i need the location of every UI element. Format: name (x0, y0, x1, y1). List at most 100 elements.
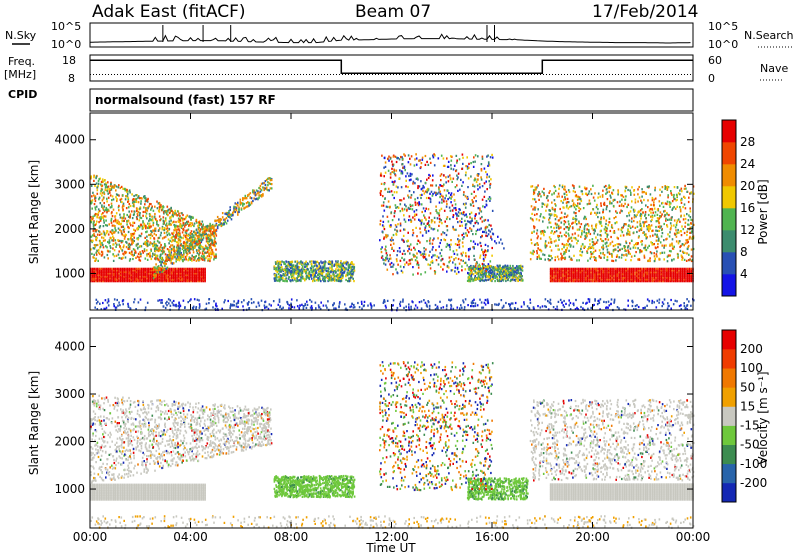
power-cell-1470 (94, 206, 96, 208)
power-cell-892 (246, 197, 248, 199)
power-cell-3993 (678, 192, 680, 194)
power-cell-4142 (552, 207, 554, 209)
power-cell-3272 (654, 208, 656, 210)
power-cell-2251 (102, 181, 104, 183)
power-cell-3858 (684, 215, 686, 217)
power-cell-3152 (686, 213, 688, 215)
power-cell-4583 (342, 263, 344, 265)
power-cell-683 (180, 252, 182, 254)
power-cell-503 (187, 268, 189, 270)
power-cell-3771 (631, 240, 633, 242)
power-cell-2035 (106, 232, 108, 234)
power-cell-2261 (214, 239, 216, 241)
power-cell-1519 (126, 246, 128, 248)
power-cell-3073 (652, 235, 654, 237)
power-cell-1558 (118, 184, 120, 186)
power-cell-3511 (559, 235, 561, 237)
power-cell-3123 (583, 207, 585, 209)
power-cell-3643 (681, 234, 683, 236)
power-cell-1520 (117, 239, 119, 241)
power-cell-4795 (278, 276, 280, 278)
power-cell-4008 (684, 232, 686, 234)
power-cell-3988 (686, 260, 688, 262)
power-cell-4024 (684, 226, 686, 228)
power-cell-2733 (627, 268, 629, 270)
power-cell-2084 (91, 208, 93, 210)
power-cell-4229 (682, 257, 684, 259)
power-cell-1960 (152, 219, 154, 221)
power-cell-1788 (112, 230, 114, 232)
power-cell-3476 (605, 193, 607, 195)
power-cell-2175 (107, 190, 109, 192)
power-cell-4128 (554, 186, 556, 188)
power-cell-2227 (198, 249, 200, 251)
power-cell-1761 (177, 259, 179, 261)
power-cell-2138 (111, 186, 113, 188)
power-cell-3962 (560, 253, 562, 255)
power-cell-2324 (122, 194, 124, 196)
power-cell-1069 (168, 238, 170, 240)
power-cell-3893 (673, 224, 675, 226)
power-cell-3135 (577, 229, 579, 231)
power-cell-3136 (568, 223, 570, 225)
power-cell-3549 (663, 247, 665, 249)
power-cell-3493 (642, 212, 644, 214)
power-cell-3354 (659, 200, 661, 202)
power-cell-3611 (610, 236, 612, 238)
power-cell-1667 (209, 255, 211, 257)
power-cell-4802 (276, 271, 278, 273)
power-cell-2837 (650, 268, 652, 270)
power-cell-2517 (580, 268, 582, 270)
power-cell-867 (238, 211, 240, 213)
power-cell-2366 (93, 221, 95, 223)
power-cell-4868 (304, 266, 306, 268)
power-cell-4031 (687, 231, 689, 233)
power-cell-4845 (285, 269, 287, 271)
power-cell-3640 (563, 253, 565, 255)
power-cell-3976 (636, 214, 638, 216)
power-cell-3570 (673, 194, 675, 196)
power-cell-3460 (657, 217, 659, 219)
power-cell-1455 (138, 256, 140, 258)
power-cell-2364 (194, 241, 196, 243)
power-cell-3422 (661, 235, 663, 237)
power-cell-3359 (688, 197, 690, 199)
power-cell-3808 (647, 199, 649, 201)
power-cell-2112 (170, 224, 172, 226)
power-cell-3832 (690, 210, 692, 212)
power-cell-4723 (332, 273, 334, 275)
power-cell-2179 (212, 242, 214, 244)
power-cell-314 (150, 268, 152, 270)
power-cell-1954 (118, 254, 120, 256)
power-cell-4395 (324, 267, 326, 269)
power-cell-2317 (154, 244, 156, 246)
power-cell-1740 (146, 231, 148, 233)
power-cell-2957 (676, 268, 678, 270)
power-cell-4695 (346, 268, 348, 270)
power-cell-3510 (628, 212, 630, 214)
power-cell-4650 (314, 274, 316, 276)
power-cell-3842 (679, 206, 681, 208)
power-cell-2222 (96, 216, 98, 218)
power-cell-2180 (198, 253, 200, 255)
power-cell-1967 (137, 213, 139, 215)
power-cell-3431 (620, 244, 622, 246)
power-cell-1233 (160, 234, 162, 236)
power-cell-2717 (624, 268, 626, 270)
power-cell-2941 (673, 268, 675, 270)
power-cell-3567 (568, 189, 570, 191)
power-cell-2039 (210, 247, 212, 249)
power-cell-3237 (611, 260, 613, 262)
power-cell-3590 (644, 257, 646, 259)
power-cell-1552 (125, 198, 127, 200)
power-cell-4820 (339, 275, 341, 277)
power-cell-1699 (98, 180, 100, 182)
power-cell-3220 (562, 186, 564, 188)
power-cell-1529 (112, 215, 114, 217)
freq-unit: [MHz] (4, 68, 36, 81)
power-cell-2749 (631, 268, 633, 270)
power-cell-2190 (164, 244, 166, 246)
power-cell-1943 (144, 243, 146, 245)
power-cell-4111 (657, 246, 659, 248)
power-cell-431 (173, 268, 175, 270)
